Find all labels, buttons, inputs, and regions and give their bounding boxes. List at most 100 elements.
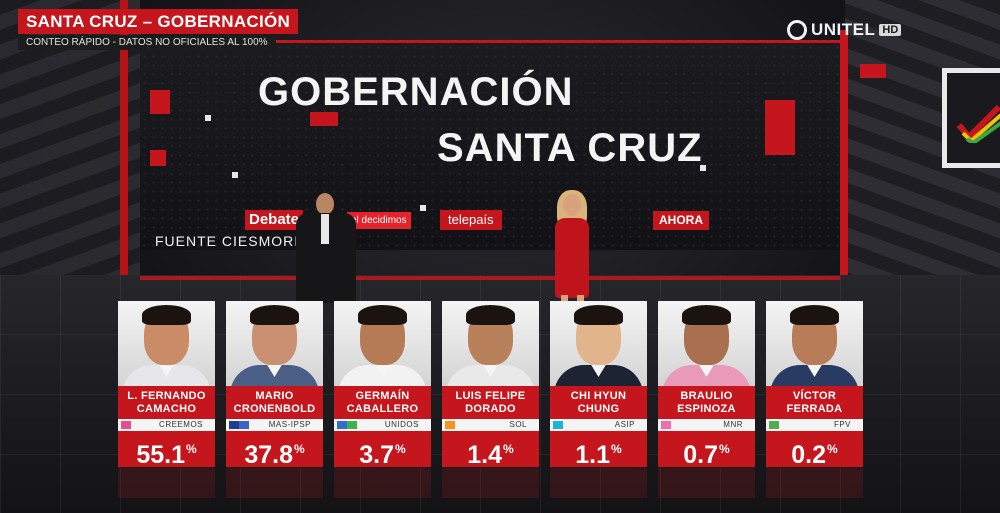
candidate-last-name: CAMACHO [136,403,197,415]
sponsor-eldecidimos-logo: el decidimos [347,212,411,229]
candidate-first-name: L. FERNANDO [127,390,206,402]
party-colors [229,421,249,429]
candidate-last-name: CRONENBOLD [233,403,316,415]
cards-floor-reflection [118,468,864,498]
party-name: MNR [723,420,743,429]
candidate-name: VÍCTOR FERRADA [766,386,863,419]
party-label: FPV [766,419,863,431]
candidate-first-name: VÍCTOR [792,390,837,402]
percent-sign: % [719,442,730,456]
percent-sign: % [395,442,406,456]
candidate-photo [658,301,755,386]
candidate-card: GERMAÍN CABALLERO UNIDOS 3.7% [334,301,431,469]
sponsor-telepais-logo: telepaís [440,210,502,230]
candidate-last-name: CHUNG [577,403,620,415]
party-color-swatch [239,421,249,429]
party-color-swatch [229,421,239,429]
candidate-first-name: BRAULIO [680,390,733,402]
party-name: FPV [833,420,851,429]
party-label: SOL [442,419,539,431]
candidate-photo [334,301,431,386]
channel-ring-icon [787,20,807,40]
percent-sign: % [827,442,838,456]
percent-sign: % [294,442,305,456]
checkmark-chart-icon [956,104,1000,143]
party-name: ASIP [614,420,635,429]
party-colors [121,421,131,429]
party-name: UNIDOS [384,420,419,429]
party-color-swatch [769,421,779,429]
vote-percentage: 3.7% [334,431,431,469]
party-label: CREEMOS [118,419,215,431]
candidate-card: MARIO CRONENBOLD MAS-IPSP 37.8% [226,301,323,469]
candidate-first-name: LUIS FELIPE [455,390,526,402]
screen-title-line1: GOBERNACIÓN [258,70,574,114]
presenter-male [296,193,356,303]
candidate-photo [118,301,215,386]
candidate-last-name: FERRADA [786,403,843,415]
chart-monitor-prop [942,68,1000,168]
candidate-hair [682,305,731,325]
candidate-first-name: GERMAÍN [355,390,410,402]
percent-sign: % [186,442,197,456]
decor-red-block [310,112,338,126]
candidate-last-name: CABALLERO [346,403,419,415]
studio-red-accent-left [120,0,128,300]
sponsor-debate-logo: Debate [245,210,304,230]
candidate-hair [790,305,839,325]
candidate-last-name: ESPINOZA [677,403,736,415]
party-label: UNIDOS [334,419,431,431]
party-color-swatch [121,421,131,429]
candidate-name: MARIO CRONENBOLD [226,386,323,419]
decor-white-dot [205,115,211,121]
candidate-name: LUIS FELIPE DORADO [442,386,539,419]
vote-percentage: 0.7% [658,431,755,469]
candidate-hair [574,305,623,325]
percent-sign: % [503,442,514,456]
candidate-photo [550,301,647,386]
channel-hd-badge: HD [879,24,902,36]
lower-third-title: SANTA CRUZ – GOBERNACIÓN [18,9,299,34]
party-colors [661,421,671,429]
decor-white-dot [420,205,426,211]
studio-red-line [140,276,840,280]
presenter-leg [561,295,568,305]
candidate-hair [142,305,191,325]
candidate-first-name: MARIO [255,390,294,402]
screen-title-line2: SANTA CRUZ [437,126,703,170]
party-colors [769,421,779,429]
candidate-name: CHI HYUN CHUNG [550,386,647,419]
party-label: MAS-IPSP [226,419,323,431]
candidate-name: GERMAÍN CABALLERO [334,386,431,419]
vote-percentage-value: 37.8 [244,441,293,469]
candidate-hair [358,305,407,325]
vote-percentage-value: 1.1 [575,441,611,469]
decor-red-block [150,90,170,114]
decor-white-dot [232,172,238,178]
candidate-card: L. FERNANDO CAMACHO CREEMOS 55.1% [118,301,215,469]
vote-percentage-value: 1.4 [467,441,503,469]
candidate-card: BRAULIO ESPINOZA MNR 0.7% [658,301,755,469]
party-color-swatch [553,421,563,429]
party-colors [553,421,563,429]
party-name: CREEMOS [159,420,203,429]
decor-red-block [150,150,166,166]
studio-red-accent-right [840,30,848,280]
candidate-card: CHI HYUN CHUNG ASIP 1.1% [550,301,647,469]
candidate-photo [226,301,323,386]
vote-percentage: 55.1% [118,431,215,469]
presenter-dress [555,218,589,298]
results-board: L. FERNANDO CAMACHO CREEMOS 55.1% MARIO CRONE… [118,301,864,469]
party-name: MAS-IPSP [268,420,311,429]
candidate-card: VÍCTOR FERRADA FPV 0.2% [766,301,863,469]
presenter-shirt [321,214,329,244]
party-color-swatch [661,421,671,429]
vote-percentage-value: 55.1 [136,441,185,469]
candidate-photo [442,301,539,386]
candidate-card: LUIS FELIPE DORADO SOL 1.4% [442,301,539,469]
party-name: SOL [509,420,527,429]
data-source-label: FUENTE CIESMORI [155,233,300,249]
channel-name: UNITEL [811,20,876,39]
candidate-name: BRAULIO ESPINOZA [658,386,755,419]
